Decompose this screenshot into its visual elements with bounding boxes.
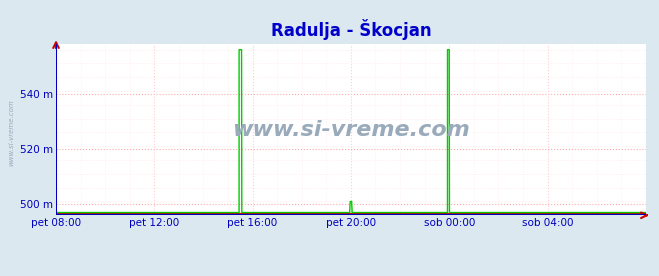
Text: www.si-vreme.com: www.si-vreme.com bbox=[9, 99, 15, 166]
Text: www.si-vreme.com: www.si-vreme.com bbox=[232, 120, 470, 140]
Title: Radulja - Škocjan: Radulja - Škocjan bbox=[271, 19, 431, 40]
